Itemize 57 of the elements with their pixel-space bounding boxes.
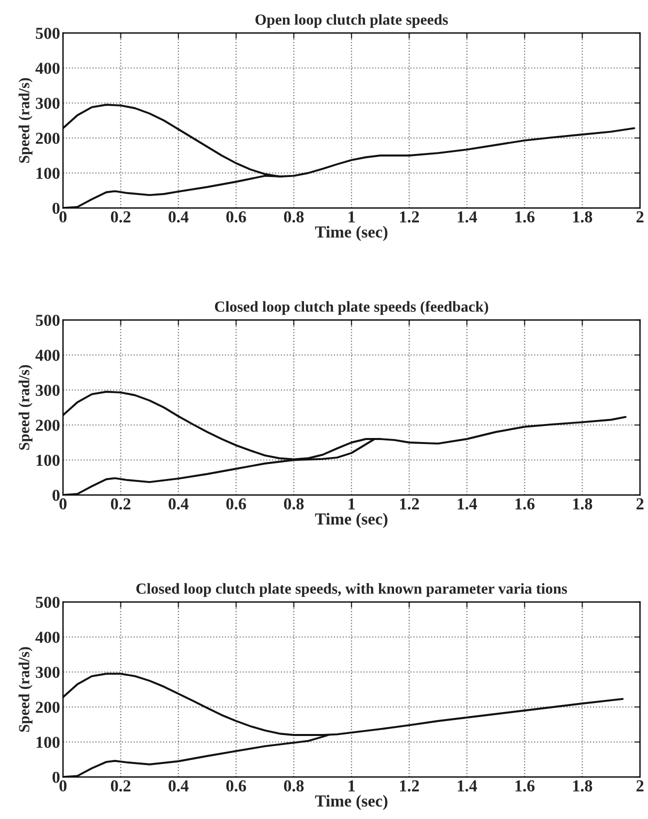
y-tick-label: 500 bbox=[36, 28, 60, 39]
x-tick-label: 2 bbox=[636, 498, 644, 510]
x-tick-label: 1.8 bbox=[573, 498, 592, 510]
y-tick-label: 200 bbox=[36, 132, 60, 144]
x-tick-label: 1.4 bbox=[458, 780, 478, 792]
x-tick-label: 0.6 bbox=[226, 211, 246, 223]
x-tick-label: 0.8 bbox=[284, 498, 304, 510]
x-tick-label: 1 bbox=[348, 211, 355, 222]
y-axis-title: Speed (rad/s) bbox=[18, 647, 32, 732]
y-tick-label: 300 bbox=[36, 98, 60, 109]
y-tick-label: 500 bbox=[36, 314, 60, 326]
y-tick-label: 0 bbox=[52, 202, 60, 214]
x-tick-label: 0.4 bbox=[168, 498, 189, 510]
y-tick-label: 300 bbox=[36, 666, 60, 678]
y-tick-label: 100 bbox=[36, 736, 60, 748]
y-tick-label: 300 bbox=[36, 384, 60, 396]
x-axis-title: Time (sec) bbox=[315, 794, 388, 810]
x-tick-label: 1.8 bbox=[573, 211, 592, 223]
x-tick-label: 1.6 bbox=[516, 498, 535, 510]
x-tick-label: 1.2 bbox=[400, 780, 419, 792]
y-tick-label: 0 bbox=[52, 490, 60, 501]
y-tick-label: 400 bbox=[35, 632, 60, 643]
y-tick-label: 500 bbox=[36, 596, 60, 608]
x-tick-label: 1.8 bbox=[573, 780, 592, 792]
y-tick-label: 100 bbox=[36, 168, 60, 179]
x-tick-label: 0.2 bbox=[110, 211, 130, 223]
x-tick-label: 0.8 bbox=[284, 780, 304, 792]
x-tick-label: 1.6 bbox=[516, 211, 535, 223]
chart-title: Open loop clutch plate speeds bbox=[255, 14, 448, 28]
x-tick-label: 1.4 bbox=[458, 498, 478, 510]
x-tick-label: 1.2 bbox=[400, 211, 419, 223]
x-tick-label: 0.4 bbox=[168, 780, 189, 792]
x-tick-label: 0.6 bbox=[226, 780, 246, 792]
y-tick-label: 200 bbox=[36, 420, 60, 431]
y-axis-title: Speed (rad/s) bbox=[18, 365, 32, 450]
x-tick-label: 0.8 bbox=[284, 211, 304, 223]
x-tick-label: 2 bbox=[636, 780, 644, 792]
chart-title: Closed loop clutch plate speeds (feedback) bbox=[214, 300, 488, 315]
x-tick-label: 0.4 bbox=[168, 211, 189, 223]
x-tick-label: 1 bbox=[348, 780, 355, 792]
x-tick-label: 0.6 bbox=[226, 498, 246, 510]
chart-title: Closed loop clutch plate speeds, with known parameter varia tions bbox=[136, 583, 568, 597]
y-tick-label: 0 bbox=[52, 772, 60, 783]
x-axis-title: Time (sec) bbox=[315, 512, 388, 528]
x-tick-label: 0.2 bbox=[110, 780, 130, 792]
x-tick-label: 2 bbox=[636, 211, 644, 222]
x-tick-label: 0.2 bbox=[110, 498, 130, 510]
y-axis-title: Speed (rad/s) bbox=[18, 78, 32, 163]
y-tick-label: 100 bbox=[36, 454, 60, 466]
y-tick-label: 400 bbox=[35, 350, 60, 361]
y-tick-label: 200 bbox=[36, 702, 60, 713]
y-tick-label: 400 bbox=[35, 62, 60, 74]
x-tick-label: 1.4 bbox=[458, 211, 478, 223]
x-axis-title: Time (sec) bbox=[315, 226, 388, 242]
x-tick-label: 1.6 bbox=[516, 780, 535, 792]
x-tick-label: 1 bbox=[348, 498, 355, 510]
x-tick-label: 1.2 bbox=[400, 498, 419, 510]
